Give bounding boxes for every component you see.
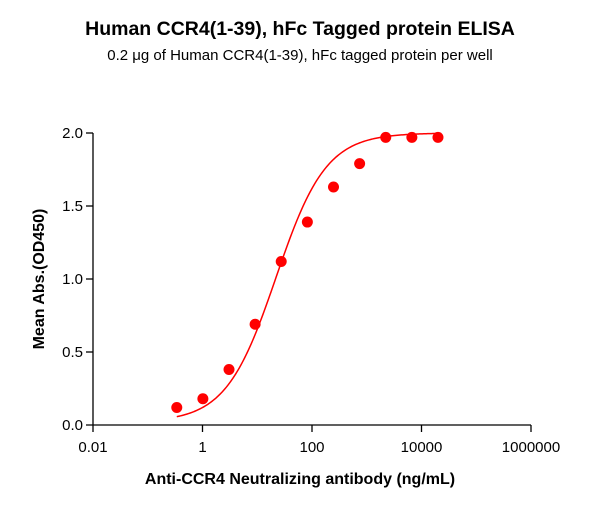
fit-curve	[176, 132, 438, 418]
data-point	[223, 364, 235, 376]
data-point	[432, 131, 444, 143]
data-point	[380, 131, 392, 143]
x-tick-label: 10000	[401, 439, 443, 456]
x-tick-label: 1	[198, 439, 206, 456]
y-tick-label: 1.0	[62, 271, 83, 288]
data-point	[197, 393, 209, 405]
y-tick-label: 1.5	[62, 198, 83, 215]
chart-title: Human CCR4(1-39), hFc Tagged protein ELI…	[85, 18, 515, 40]
x-tick-label: 0.01	[78, 439, 107, 456]
data-point	[171, 401, 183, 413]
y-tick-label: 0.0	[62, 417, 83, 434]
x-axis-label: Anti-CCR4 Neutralizing antibody (ng/mL)	[145, 471, 455, 488]
x-tick-label: 1000000	[502, 439, 560, 456]
data-point	[354, 158, 366, 170]
y-tick-label: 2.0	[62, 125, 83, 142]
y-tick-label: 0.5	[62, 344, 83, 361]
axes: 0.0 0.5 1.0 1.5 2.0 0.01 1 100 10000 1000000	[62, 125, 560, 456]
fit-curve-path	[176, 132, 438, 418]
chart-subtitle: 0.2 μg of Human CCR4(1-39), hFc tagged p…	[107, 47, 493, 64]
data-point	[301, 216, 313, 228]
data-point	[406, 131, 418, 143]
data-point	[328, 181, 340, 193]
data-point	[249, 318, 261, 330]
data-points	[171, 131, 444, 413]
y-axis-label: Mean Abs.(OD450)	[31, 209, 48, 350]
data-point	[275, 255, 287, 267]
x-tick-label: 100	[299, 439, 324, 456]
